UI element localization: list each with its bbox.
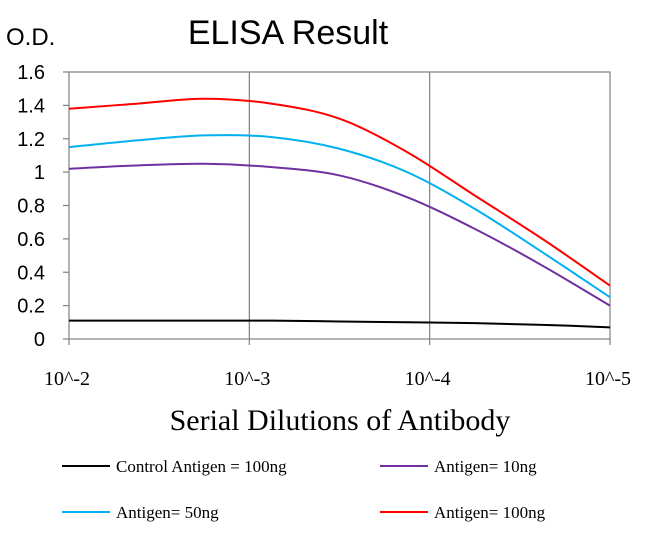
series-line-1 <box>68 319 611 329</box>
series-line-3 <box>68 134 611 299</box>
legend-label-3: Antigen= 50ng <box>116 503 219 522</box>
y-axis-label: O.D. <box>6 24 55 51</box>
y-tick-label: 1 <box>34 162 45 184</box>
y-tick-label: 0.6 <box>17 229 45 251</box>
plot-area-border <box>68 71 611 340</box>
series-lines <box>68 97 611 329</box>
x-tick-label: 10^-5 <box>585 368 631 390</box>
y-tick-label: 1.4 <box>17 95 45 117</box>
y-tick-label: 0 <box>34 329 45 351</box>
x-tick-label: 10^-3 <box>224 368 270 390</box>
legend-label-2: Antigen= 10ng <box>434 457 537 476</box>
y-tick-label: 0.8 <box>17 196 45 218</box>
grid <box>248 72 431 339</box>
y-tick-label: 0.4 <box>17 262 45 284</box>
legend-label-1: Control Antigen = 100ng <box>116 457 287 476</box>
x-axis-label: Serial Dilutions of Antibody <box>170 404 511 437</box>
y-tick-label: 0.2 <box>17 296 45 318</box>
series-line-2 <box>68 162 611 307</box>
legend: Control Antigen = 100ng Antigen= 10ng Anti… <box>62 457 546 522</box>
y-tick-label: 1.6 <box>17 62 45 84</box>
y-axis-ticks: 0 0.2 0.4 0.6 0.8 1 1.2 1.4 1.6 <box>17 62 69 351</box>
x-tick-label: 10^-2 <box>44 368 90 390</box>
x-tick-label: 10^-4 <box>405 368 451 390</box>
series-line-4 <box>68 97 611 287</box>
y-tick-label: 1.2 <box>17 129 45 151</box>
legend-label-4: Antigen= 100ng <box>434 503 546 522</box>
x-axis-ticks: 10^-2 10^-3 10^-4 10^-5 <box>44 339 631 390</box>
plot-frame <box>68 71 611 340</box>
chart-title: ELISA Result <box>188 14 389 52</box>
